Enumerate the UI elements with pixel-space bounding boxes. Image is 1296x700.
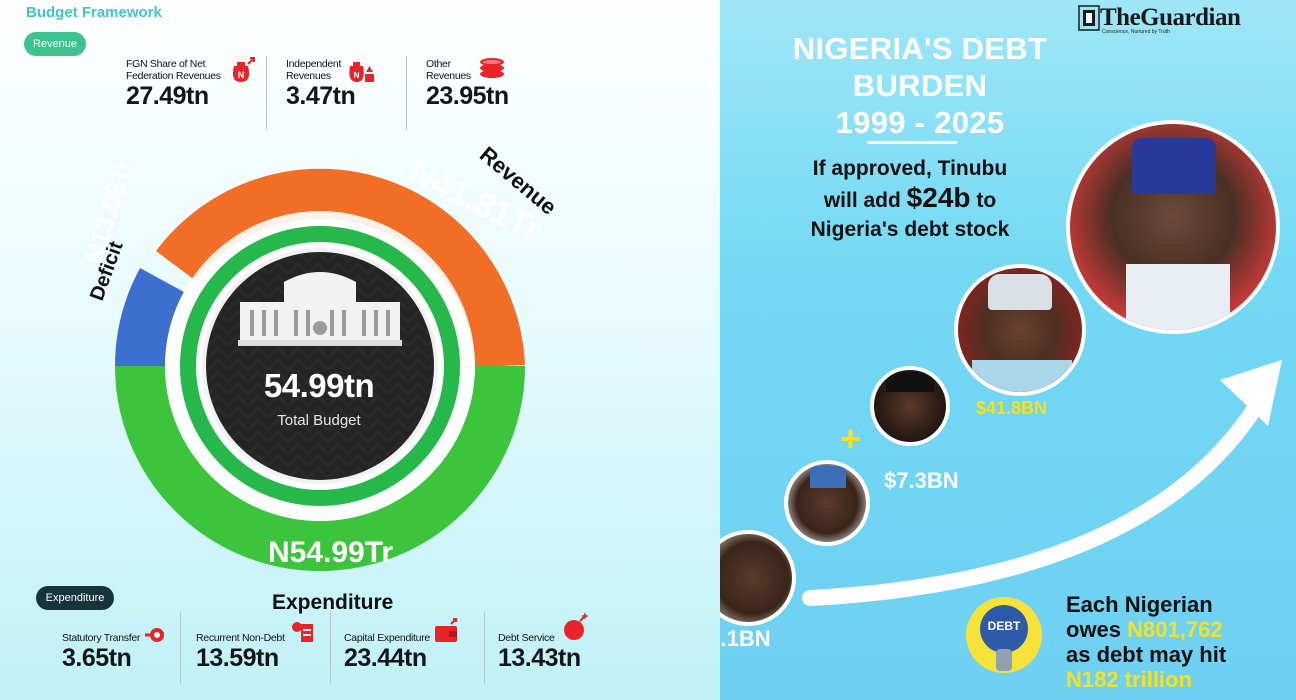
each-line: as debt may hit <box>1066 642 1227 667</box>
expenditure-total-label: N54.99Tr <box>268 536 394 569</box>
growth-arrow-icon <box>802 360 1282 606</box>
sub-headline: If approved, Tinubu will add $24b to Nig… <box>740 154 1080 244</box>
logo-tagline: Conscience, Nurtured by Truth <box>1102 29 1170 35</box>
revenue-item-label: Independent Revenues <box>286 58 342 82</box>
each-line: Each Nigerian <box>1066 592 1213 617</box>
money-bomb-icon <box>564 612 589 640</box>
money-bag-n-icon: N <box>349 62 374 82</box>
added-debt-amount: $24b <box>906 182 971 213</box>
guardian-crest-icon <box>1078 5 1100 31</box>
wallet-icon <box>435 618 457 642</box>
panel-title: Budget Framework <box>26 4 162 21</box>
per-capita-debt-text: Each Nigerian owes N801,762 as debt may … <box>1066 592 1226 692</box>
headline-years: 1999 - 2025 <box>835 105 1005 140</box>
headline: NIGERIA'S DEBT BURDEN 1999 - 2025 <box>720 30 1120 141</box>
expenditure-item-label: Recurrent Non-Debt <box>196 632 285 644</box>
debt-amount-jonathan: $7.3BN <box>884 468 959 493</box>
expenditure-item-statutory: Statutory Transfer 3.65tn <box>62 632 140 672</box>
total-budget-value: 54.99tn <box>263 367 375 404</box>
debt-burden-panel: TheGuardian Conscience, Nurtured by Trut… <box>720 0 1296 700</box>
debt-badge-label: DEBT <box>987 619 1021 633</box>
each-line: owes N801,762 <box>1066 617 1223 642</box>
plus-sign: + <box>840 418 862 459</box>
sub-line: Nigeria's debt stock <box>810 218 1010 241</box>
per-capita-amount: N801,762 <box>1127 617 1223 642</box>
expenditure-item-value: 3.65tn <box>62 644 132 672</box>
debt-amount-buhari: $41.8BN <box>976 398 1048 418</box>
svg-text:N: N <box>354 71 360 80</box>
revenue-arc <box>155 168 525 368</box>
expenditure-pill: Expenditure <box>36 586 114 610</box>
portrait-buhari <box>954 264 1086 396</box>
document-n-icon <box>292 622 313 642</box>
separator <box>180 612 181 684</box>
svg-text:N: N <box>238 70 245 80</box>
expenditure-item-label: Debt Service <box>498 632 555 644</box>
portrait-yaradua <box>784 460 870 546</box>
expenditure-arc <box>115 365 525 571</box>
sub-line: If approved, Tinubu <box>812 157 1008 180</box>
expenditure-item-value: 23.44tn <box>344 644 427 672</box>
debt-badge-icon: DEBT <box>966 597 1042 673</box>
expenditure-title: Expenditure <box>272 591 394 614</box>
separator <box>484 612 485 684</box>
separator <box>406 56 407 130</box>
logo-text: TheGuardian <box>1100 4 1241 31</box>
deficit-arc <box>115 268 185 367</box>
portrait-obasanjo <box>720 530 796 626</box>
separator <box>330 612 331 684</box>
revenue-item-label: FGN Share of Net Federation Revenues <box>126 58 221 82</box>
revenue-item-other: Other Revenues 23.95tn <box>426 58 509 110</box>
expenditure-item-value: 13.59tn <box>196 644 279 672</box>
total-budget-label: Total Budget <box>277 412 361 429</box>
expenditure-item-capital: Capital Expenditure 23.44tn <box>344 632 430 672</box>
projected-debt-total: N182 trillion <box>1066 667 1192 692</box>
revenue-item-fgn-share: FGN Share of Net Federation Revenues 27.4… <box>126 58 221 110</box>
headline-line: NIGERIA'S DEBT <box>792 31 1048 66</box>
money-bag-up-icon: N <box>232 57 255 82</box>
budget-ring-chart <box>115 168 525 571</box>
coin-stack-icon <box>480 58 504 78</box>
expenditure-item-debt-service: Debt Service 13.43tn <box>498 632 581 672</box>
revenue-item-value: 3.47tn <box>286 82 356 110</box>
transfer-icon <box>145 628 164 642</box>
expenditure-item-recurrent: Recurrent Non-Debt 13.59tn <box>196 632 285 672</box>
debt-amount-obasanjo: $2.1BN <box>720 626 771 651</box>
revenue-item-independent: Independent Revenues 3.47tn <box>286 58 356 110</box>
separator <box>266 56 267 130</box>
expenditure-item-value: 13.43tn <box>498 644 581 672</box>
expenditure-item-label: Capital Expenditure <box>344 632 430 644</box>
national-assembly-icon <box>238 272 402 346</box>
revenue-item-label: Other Revenues <box>426 58 471 82</box>
revenue-item-value: 23.95tn <box>426 82 509 110</box>
headline-underline <box>867 141 957 144</box>
portrait-tinubu <box>1066 120 1280 334</box>
revenue-item-value: 27.49tn <box>126 82 209 110</box>
headline-line: BURDEN <box>852 68 988 103</box>
revenue-pill: Revenue <box>24 32 86 56</box>
expenditure-item-label: Statutory Transfer <box>62 632 141 644</box>
guardian-logo: TheGuardian Conscience, Nurtured by Trut… <box>1078 4 1241 35</box>
budget-framework-panel: Budget Framework Revenue FGN Share of Ne… <box>0 0 720 700</box>
portrait-jonathan <box>870 366 950 446</box>
sub-line: will add $24b to <box>823 182 997 213</box>
